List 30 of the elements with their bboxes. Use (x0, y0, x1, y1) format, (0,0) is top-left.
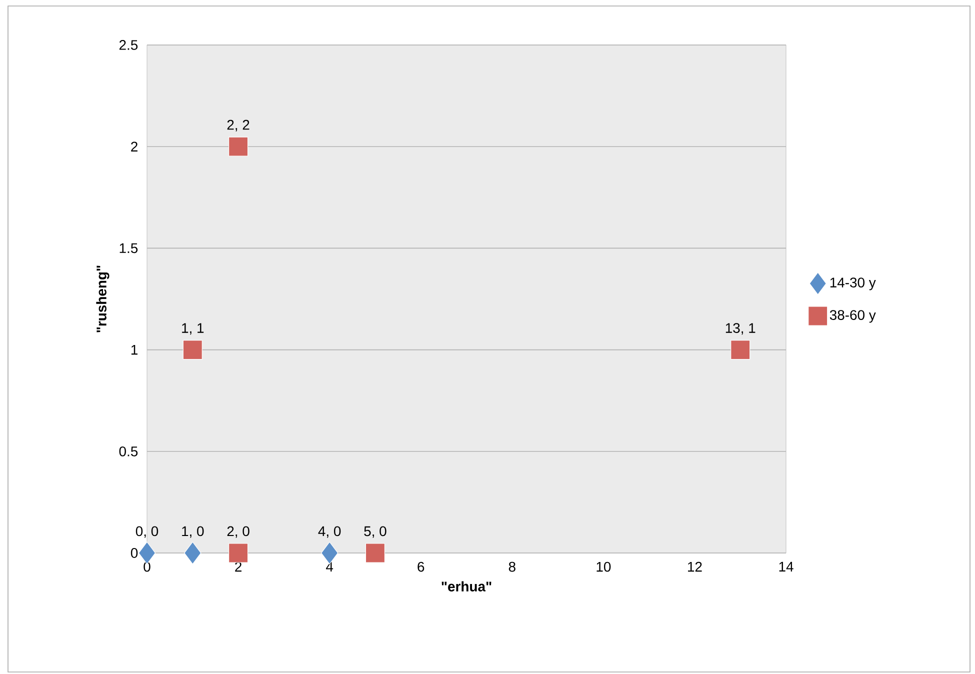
y-tick-label: 0.5 (119, 446, 138, 456)
y-tick-label: 1 (131, 345, 138, 355)
data-label: 5, 0 (364, 526, 386, 538)
y-axis-title: "rusheng" (96, 266, 110, 332)
y-tick-label: 0 (130, 548, 138, 558)
x-tick-label: 10 (596, 562, 611, 572)
data-label: 0, 0 (136, 526, 158, 538)
data-label: 13, 1 (726, 323, 756, 335)
x-tick-label: 4 (326, 562, 334, 572)
legend-label: 14-30 y (830, 278, 876, 290)
data-label: 2, 2 (227, 120, 250, 132)
point (182, 340, 202, 360)
point (365, 543, 386, 563)
x-tick-label: 14 (779, 562, 794, 572)
point (228, 543, 248, 563)
y-tick-label: 1.5 (120, 243, 138, 254)
legend-label: 38-60 y (830, 310, 876, 323)
x-axis-title: "erhua" (442, 581, 492, 592)
data-label: 2, 0 (227, 526, 250, 538)
point (228, 136, 248, 156)
point (184, 542, 202, 564)
data-label: 1, 1 (182, 323, 204, 335)
point (730, 340, 750, 360)
y-tick-label: 2.5 (119, 40, 138, 50)
x-tick-label: 6 (418, 562, 424, 572)
data-label: 4, 0 (318, 526, 341, 538)
data-label: 1, 0 (182, 526, 204, 538)
y-tick-label: 2 (131, 142, 138, 152)
x-tick-label: 12 (688, 562, 702, 572)
x-tick-label: 8 (508, 562, 516, 572)
